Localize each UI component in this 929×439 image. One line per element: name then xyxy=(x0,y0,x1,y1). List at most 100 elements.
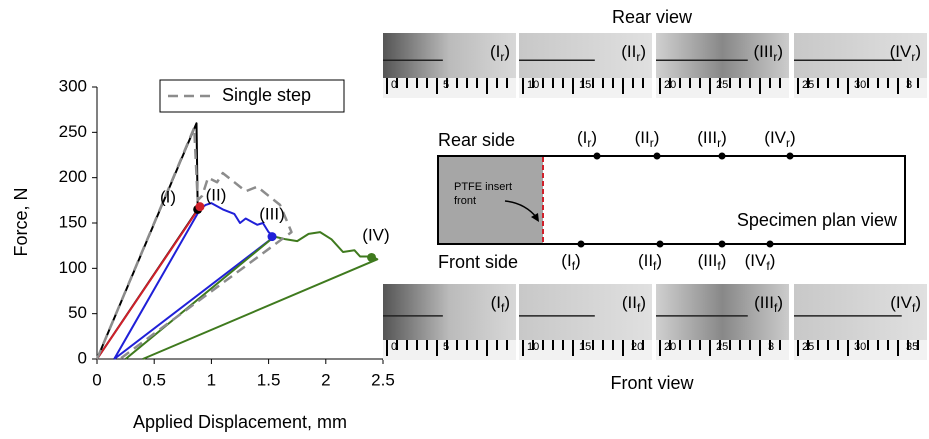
ruler-number: 20 xyxy=(664,79,676,91)
insert-label: PTFE insert xyxy=(454,181,512,193)
label-close: ) xyxy=(640,293,646,312)
label-main: (IV xyxy=(890,42,912,61)
label-close: ) xyxy=(721,128,727,147)
plan-view: Rear side Front side PTFE insert front S… xyxy=(438,128,905,273)
label-close: ) xyxy=(504,293,510,312)
ruler-number: 10 xyxy=(527,341,539,353)
location-label: (Ir) xyxy=(577,128,597,150)
ruler-number: 25 xyxy=(802,79,814,91)
x-tick-label: 2 xyxy=(321,370,330,389)
x-tick-label: 2.5 xyxy=(371,370,395,389)
ruler-number: 10 xyxy=(527,79,539,91)
label-main: (II xyxy=(621,42,636,61)
x-tick-label: 1.5 xyxy=(257,370,281,389)
y-tick-label: 100 xyxy=(59,258,87,277)
series-line xyxy=(126,232,378,359)
label-close: ) xyxy=(654,128,660,147)
location-label: (IVr) xyxy=(764,128,795,150)
panel-label: (IIf) xyxy=(622,293,646,315)
location-dot xyxy=(594,153,601,160)
location-label: (If) xyxy=(561,251,580,273)
location-dot xyxy=(657,241,664,248)
label-main: (IV xyxy=(745,251,767,270)
location-dot xyxy=(767,241,774,248)
panel-label: (IIIr) xyxy=(753,42,783,64)
ruler-number: 25 xyxy=(716,341,728,353)
location-dot xyxy=(719,153,726,160)
marker xyxy=(195,202,204,211)
label-close: ) xyxy=(790,128,796,147)
label-close: ) xyxy=(575,251,581,270)
label-close: ) xyxy=(504,42,510,61)
y-axis-label: Force, N xyxy=(11,187,31,256)
insert-label: front xyxy=(454,195,476,207)
ruler-number: 3 xyxy=(768,341,774,353)
marker xyxy=(268,232,277,241)
ruler-number: 5 xyxy=(443,341,449,353)
label-close: ) xyxy=(915,293,921,312)
ruler-number: 0 xyxy=(391,341,397,353)
figure: 05010015020025030000.511.522.5Applied Di… xyxy=(0,0,929,439)
y-tick-label: 0 xyxy=(78,348,87,367)
y-tick-label: 200 xyxy=(59,167,87,186)
annotation: (I) xyxy=(160,187,176,206)
label-close: ) xyxy=(770,251,776,270)
label-close: ) xyxy=(591,128,597,147)
view-title: Front view xyxy=(610,373,694,393)
annotation: (III) xyxy=(259,204,285,223)
ruler-number: 0 xyxy=(391,79,397,91)
label-main: (IV xyxy=(764,128,786,147)
label-main: (I xyxy=(491,293,501,312)
panel-label: (IIr) xyxy=(621,42,646,64)
y-tick-label: 300 xyxy=(59,76,87,95)
label-main: (III xyxy=(698,251,718,270)
ruler-number: 25 xyxy=(716,79,728,91)
label-main: (III xyxy=(754,293,774,312)
label-close: ) xyxy=(777,42,783,61)
label-main: (I xyxy=(577,128,587,147)
location-dot xyxy=(578,241,585,248)
series-line xyxy=(97,128,292,359)
label-main: (I xyxy=(490,42,500,61)
legend-label: Single step xyxy=(222,85,311,105)
label-main: (II xyxy=(635,128,650,147)
x-axis-label: Applied Displacement, mm xyxy=(133,412,347,432)
annotation: (IV) xyxy=(362,225,389,244)
location-dot xyxy=(787,153,794,160)
label-main: (II xyxy=(622,293,637,312)
label-main: (I xyxy=(561,251,571,270)
x-tick-label: 0.5 xyxy=(142,370,166,389)
ruler-number: 20 xyxy=(664,341,676,353)
panel-label: (IVr) xyxy=(890,42,921,64)
location-label: (IIr) xyxy=(635,128,660,150)
label-close: ) xyxy=(777,293,783,312)
x-tick-label: 0 xyxy=(92,370,101,389)
location-label: (IIf) xyxy=(638,251,662,273)
label-close: ) xyxy=(656,251,662,270)
annotation: (II) xyxy=(206,185,227,204)
ruler-number: 15 xyxy=(579,79,591,91)
ruler-number: 30 xyxy=(854,79,866,91)
label-close: ) xyxy=(915,42,921,61)
location-label: (IIIf) xyxy=(698,251,727,273)
label-main: (II xyxy=(638,251,653,270)
x-tick-label: 1 xyxy=(207,370,216,389)
front-side-label: Front side xyxy=(438,252,518,272)
location-dot xyxy=(654,153,661,160)
panel-label: (Ir) xyxy=(490,42,510,64)
label-close: ) xyxy=(640,42,646,61)
label-main: (III xyxy=(697,128,717,147)
plan-title: Specimen plan view xyxy=(737,210,898,230)
series-line xyxy=(97,207,200,359)
panel-label: (IIIf) xyxy=(754,293,783,315)
y-tick-label: 150 xyxy=(59,212,87,231)
ruler-number: 25 xyxy=(802,341,814,353)
label-close: ) xyxy=(721,251,727,270)
y-tick-label: 250 xyxy=(59,122,87,141)
location-label: (IVf) xyxy=(745,251,776,273)
ruler-number: 15 xyxy=(579,341,591,353)
panel-label: (If) xyxy=(491,293,510,315)
ruler-number: 30 xyxy=(854,341,866,353)
ruler-number: 20 xyxy=(631,341,643,353)
